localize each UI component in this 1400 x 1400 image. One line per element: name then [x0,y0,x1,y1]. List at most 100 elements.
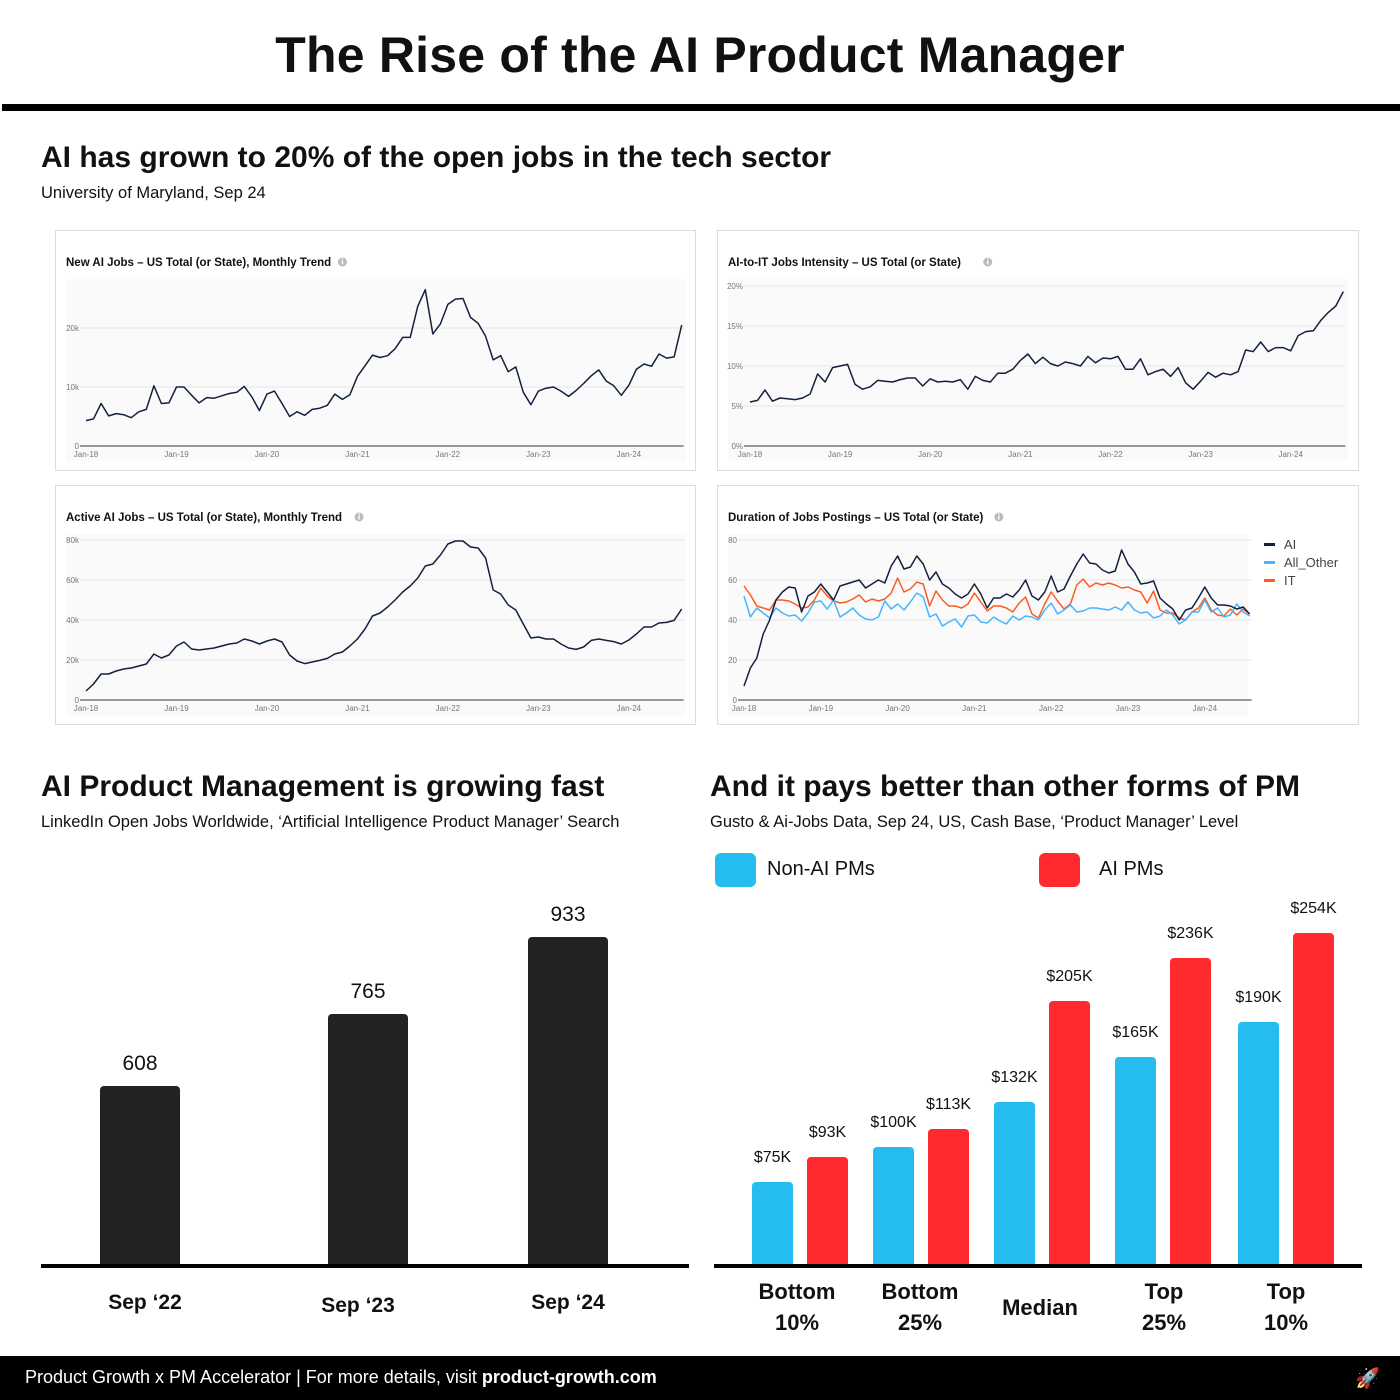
legend-swatch [1264,561,1275,564]
y-tick-label: 20k [66,324,80,333]
bar-non-ai [1115,1056,1156,1265]
y-tick-label: 40k [66,616,80,625]
bar-ai [1049,1000,1090,1265]
x-tick-label: Jan-22 [436,450,461,459]
section-heading-ai-jobs: AI has grown to 20% of the open jobs in … [41,141,832,174]
info-icon[interactable] [337,257,347,267]
bar-value-label: $165K [1112,1023,1159,1041]
series-line-it [743,577,1251,621]
legend-label-non-ai: Non-AI PMs [767,858,875,880]
legend-swatch-non-ai [715,853,756,887]
x-tick-label: Jan-24 [1278,450,1303,459]
category-label-text: Median [1002,1294,1078,1320]
info-icon[interactable] [994,512,1004,522]
y-tick-label: 0 [733,696,738,705]
y-tick-label: 5% [731,402,743,411]
line-chart-svg: Duration of Jobs Postings – US Total (or… [728,512,1339,716]
x-tick-label: Jan-18 [738,450,763,459]
section-source-pm-pay: Gusto & Ai-Jobs Data, Sep 24, US, Cash B… [710,813,1239,831]
x-tick-label: Jan-21 [345,704,370,713]
category-label-text: Top 10% [1263,1279,1309,1335]
y-tick-label: 20% [727,282,743,291]
x-tick-label: Jan-20 [918,450,943,459]
bar-value-label: 608 [122,1052,158,1076]
x-tick-label: Jan-22 [1098,450,1123,459]
chart-title: Duration of Jobs Postings – US Total (or… [728,512,984,524]
y-tick-label: 20k [66,656,80,665]
category-label: Sep ‘24 [531,1291,605,1314]
bar-value-label: $132K [991,1069,1038,1087]
chart-title: New AI Jobs – US Total (or State), Month… [66,257,331,269]
bar-value-label: $100K [870,1113,917,1131]
y-tick-label: 20 [728,656,737,665]
footer: Product Growth x PM Accelerator | For mo… [0,1356,1400,1400]
category-label-text: Bottom 25% [881,1279,959,1335]
chart-card-active-ai-jobs: Active AI Jobs – US Total (or State), Mo… [55,485,696,725]
bar [100,1086,180,1265]
category-label: Top 10% [1226,1276,1346,1338]
y-tick-label: 80k [66,536,80,545]
x-tick-label: Jan-19 [809,704,834,713]
bar-non-ai [873,1146,914,1265]
x-tick-label: Jan-20 [255,450,280,459]
chart-card-new-ai-jobs: New AI Jobs – US Total (or State), Month… [55,230,696,471]
title-divider [2,104,1400,111]
info-icon[interactable] [983,257,993,267]
bar-value-label: $113K [925,1095,972,1113]
info-icon[interactable] [354,512,364,522]
chart-title: AI-to-IT Jobs Intensity – US Total (or S… [728,257,961,269]
legend-label-ai: AI PMs [1099,858,1164,880]
y-tick-label: 40 [728,616,737,625]
chart-title: Active AI Jobs – US Total (or State), Mo… [66,512,342,524]
x-tick-label: Jan-18 [74,450,99,459]
legend-swatch [1264,543,1275,546]
y-tick-label: 60 [728,576,737,585]
y-tick-label: 0 [75,696,80,705]
category-label: Bottom 25% [860,1276,980,1338]
x-tick-label: Jan-19 [164,450,189,459]
bar-value-label: $236K [1167,924,1214,942]
bar-value-label: 933 [550,903,586,927]
series-line-ai [743,549,1251,687]
category-label: Sep ‘23 [321,1294,395,1317]
line-chart-svg: Active AI Jobs – US Total (or State), Mo… [66,512,686,716]
series-line-all_other [743,592,1250,628]
line-chart-svg: AI-to-IT Jobs Intensity – US Total (or S… [727,257,1348,461]
section-heading-pm-pay: And it pays better than other forms of P… [710,770,1301,803]
x-tick-label: Jan-22 [436,704,461,713]
legend-label: All_Other [1284,555,1339,570]
bar-value-label: $254K [1290,899,1337,917]
x-tick-label: Jan-21 [962,704,987,713]
bar-value-label: 765 [350,980,386,1004]
section-source-ai-pm-growth: LinkedIn Open Jobs Worldwide, ‘Artificia… [41,813,620,831]
series-line [85,288,683,422]
category-label: Top 25% [1104,1276,1224,1338]
pm-pay-bar-chart: Non-AI PMs AI PMs $75K $93K Bottom 10% $100… [700,0,1400,1350]
x-tick-label: Jan-18 [732,704,757,713]
x-tick-label: Jan-20 [885,704,910,713]
bar-value-label: $75K [753,1148,792,1166]
x-axis-line [41,1264,689,1268]
plot-area [66,279,686,461]
plot-area [728,534,1248,716]
y-tick-label: 15% [727,322,743,331]
series-line [85,540,683,692]
footer-link[interactable]: product-growth.com [481,1367,657,1387]
y-tick-label: 60k [66,576,80,585]
x-tick-label: Jan-24 [1193,704,1218,713]
bar [328,1014,408,1265]
x-tick-label: Jan-23 [1188,450,1213,459]
section-heading-ai-pm-growth: AI Product Management is growing fast [41,770,605,803]
x-tick-label: Jan-21 [345,450,370,459]
category-label-text: Bottom 10% [758,1279,836,1335]
chart-card-posting-duration: Duration of Jobs Postings – US Total (or… [717,485,1359,725]
page-title: The Rise of the AI Product Manager [275,27,1125,83]
bar-non-ai [752,1181,793,1265]
x-axis-line [714,1264,1362,1268]
footer-credit: Product Growth x PM Accelerator | For mo… [25,1367,482,1387]
chart-card-ai-it-intensity: AI-to-IT Jobs Intensity – US Total (or S… [717,230,1359,471]
bar-ai [1293,932,1334,1265]
x-tick-label: Jan-23 [526,450,551,459]
legend-swatch-ai [1039,853,1080,887]
x-tick-label: Jan-23 [526,704,551,713]
